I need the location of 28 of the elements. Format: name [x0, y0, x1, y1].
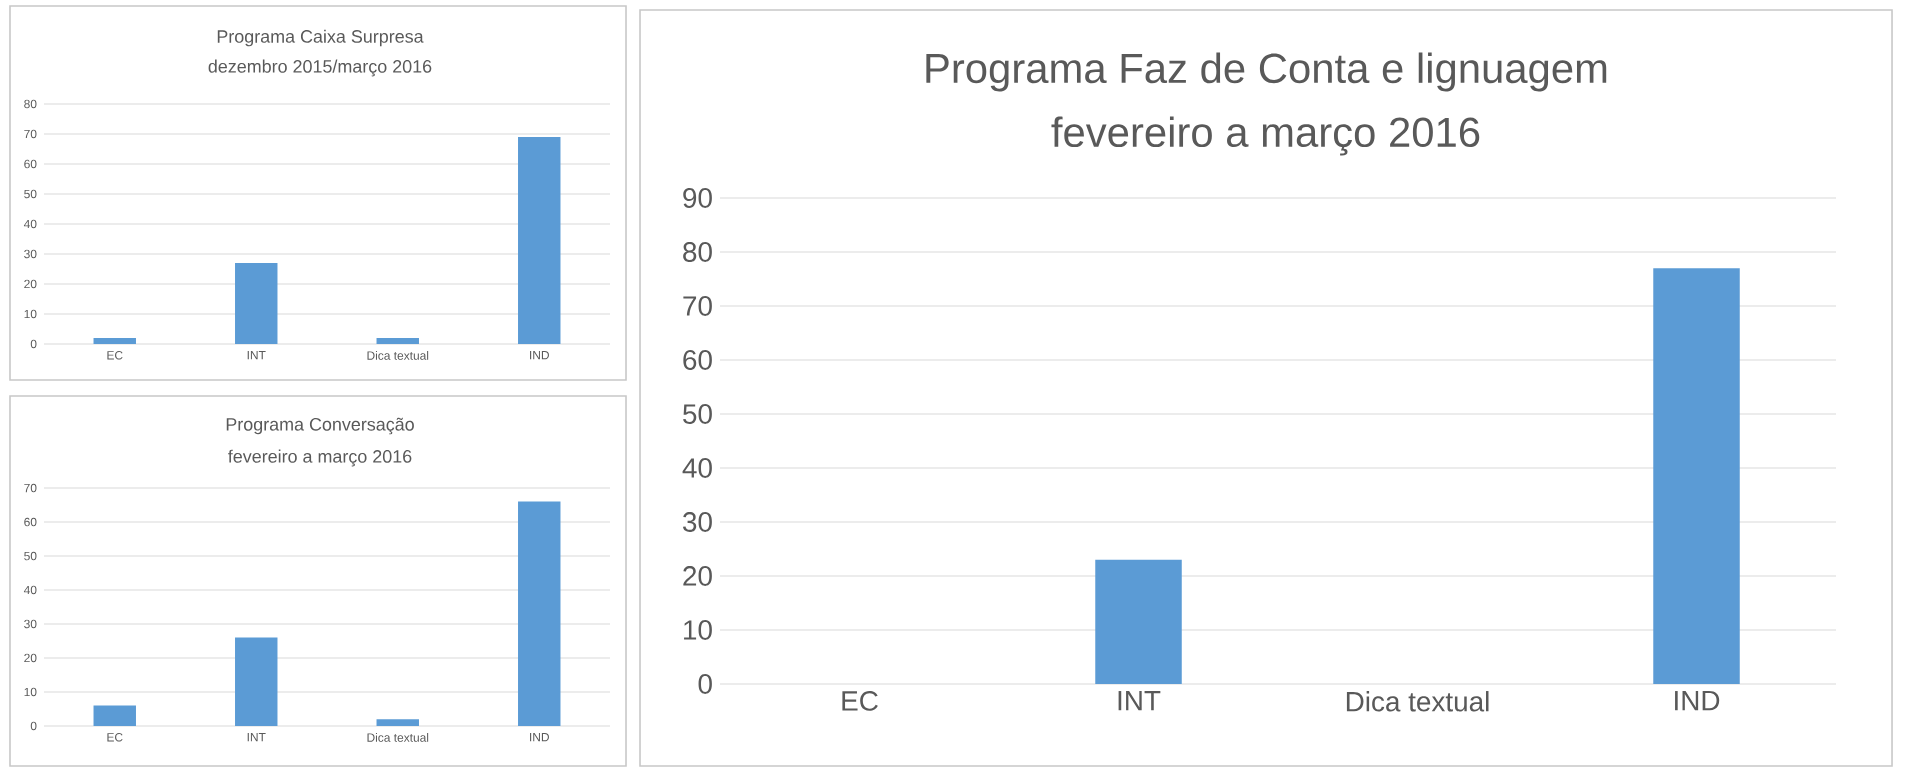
bar [518, 137, 561, 344]
bar [376, 337, 419, 344]
y-tick-label: 50 [683, 404, 712, 424]
bar [518, 501, 561, 726]
y-tick-label: 90 [683, 188, 712, 208]
x-tick-label: IND [1675, 691, 1720, 711]
x-tick-label: Dica textual [1346, 691, 1489, 712]
chart-title: Programa Conversação [226, 417, 414, 435]
y-tick-label: 30 [683, 512, 712, 532]
y-tick-label: 60 [683, 350, 712, 370]
bar [235, 637, 278, 726]
chart-subtitle: fevereiro a março 2016 [228, 449, 412, 467]
chart-title: Programa Faz de Conta e lignuagem [926, 52, 1607, 92]
bar [235, 262, 278, 344]
x-tick-label: EC [842, 691, 878, 711]
y-tick-label: 40 [682, 458, 712, 478]
chart-subtitle: fevereiro a março 2016 [1051, 116, 1480, 156]
chart-title: Programa Caixa Surpresa [217, 29, 424, 47]
x-tick-label: INT [1118, 691, 1161, 711]
y-tick-label: 10 [684, 620, 712, 640]
y-tick-label: 20 [683, 566, 712, 586]
y-tick-label: 0 [698, 674, 712, 694]
chart-subtitle: dezembro 2015/março 2016 [208, 59, 432, 77]
bar [93, 705, 136, 726]
bar [93, 337, 136, 344]
y-tick-label: 70 [683, 296, 712, 316]
y-tick-label: 80 [683, 242, 712, 262]
bar [376, 719, 419, 726]
